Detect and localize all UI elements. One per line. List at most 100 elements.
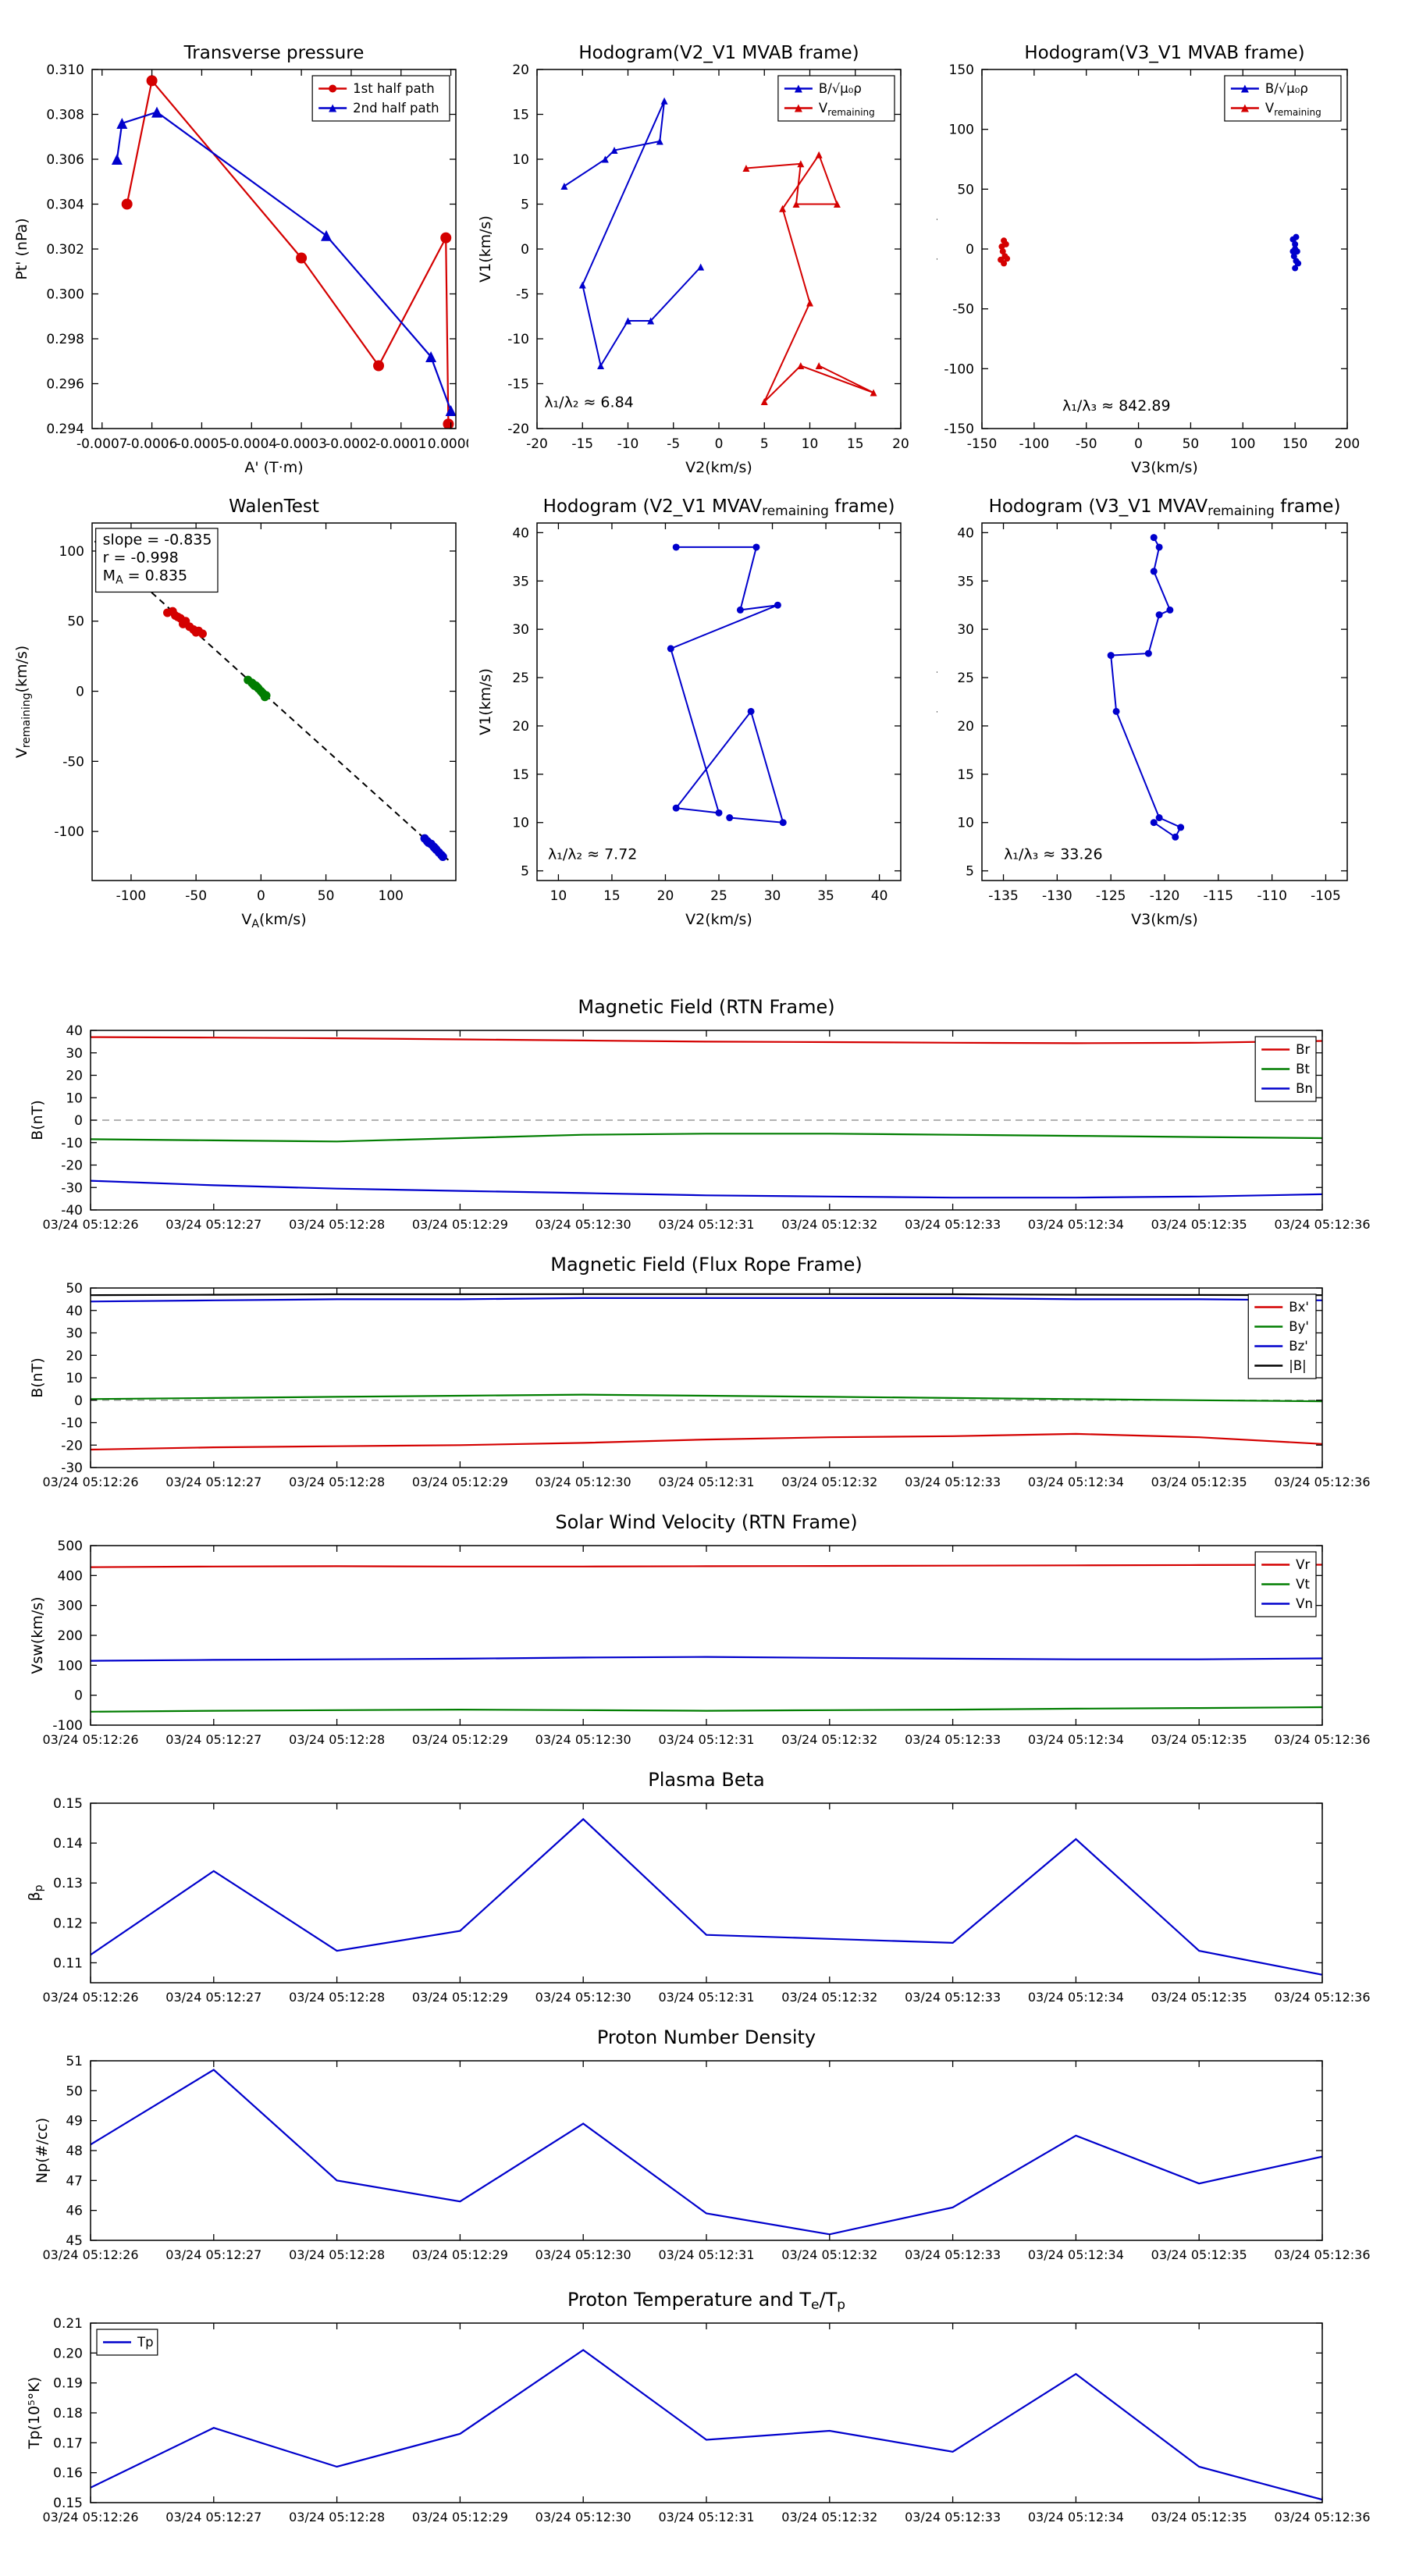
y-tick-label: 300 (58, 1599, 83, 1614)
chart-svg-hodogram-v2v1-mvab: -20 -15 -10 -5 0 5 10 15 20 -20 -15 -10 -5 0 5 10 15 20 Ho… (477, 43, 909, 476)
x-tick-label: -0.0004 (226, 436, 277, 452)
chart-svg-proton-number-density: 03/24 05:12:26 03/24 05:12:27 03/24 05:12:… (34, 2026, 1371, 2262)
y-tick-label: 0 (74, 1113, 83, 1129)
x-tick-label: -115 (1204, 888, 1234, 904)
x-tick-label: 03/24 05:12:27 (165, 1217, 261, 1232)
y-tick-label: 0.21 (53, 2316, 83, 2332)
x-tick-label: 03/24 05:12:31 (658, 1475, 754, 1489)
x-tick-label: 03/24 05:12:29 (412, 1990, 508, 2005)
y-tick-label: 15 (512, 108, 529, 123)
x-tick-label: -135 (988, 888, 1019, 904)
x-tick-label: 03/24 05:12:26 (42, 1990, 138, 2005)
y-tick-label: -15 (507, 377, 529, 393)
series-fit-line (94, 540, 450, 862)
y-tick-label: 20 (512, 719, 529, 735)
y-tick-label: 15 (957, 767, 974, 783)
x-tick-label: 03/24 05:12:27 (165, 2247, 261, 2262)
x-tick-label: -10 (617, 436, 639, 452)
chart-magnetic-field-flux-rope: 03/24 05:12:26 03/24 05:12:27 03/24 05:12:… (0, 1249, 1405, 1510)
x-tick-label: 03/24 05:12:34 (1028, 2510, 1124, 2524)
y-tick-label: 0 (76, 685, 84, 700)
y-tick-label: 100 (58, 1658, 83, 1674)
y-tick-label: 45 (66, 2233, 83, 2249)
x-tick-label: -125 (1096, 888, 1126, 904)
series-tp (91, 2349, 1322, 2501)
y-tick-label: 15 (512, 767, 529, 783)
y-tick-label: 0.298 (46, 332, 84, 347)
y-tick-label: 25 (512, 671, 529, 686)
x-tick-label: 03/24 05:12:35 (1151, 1475, 1247, 1489)
x-axis-label: A' (T·m) (244, 459, 303, 476)
chart-title: Transverse pressure (183, 43, 365, 63)
x-tick-label: 03/24 05:12:27 (165, 1990, 261, 2005)
x-tick-label: -105 (1311, 888, 1341, 904)
x-tick-label: 03/24 05:12:36 (1274, 1732, 1370, 1747)
stats-line: slope = -0.835 (103, 531, 212, 548)
y-tick-label: 35 (957, 574, 974, 589)
x-tick-label: 03/24 05:12:26 (42, 2510, 138, 2524)
legend-label: B/√μ₀ρ (1265, 81, 1308, 96)
chart-title: WalenTest (229, 496, 319, 517)
chart-walen-test: -100 -50 0 50 100 -100 -50 0 50 100 WalenTest VA(km… (0, 492, 468, 995)
x-tick-label: 150 (1282, 436, 1307, 452)
y-tick-label: 0.13 (53, 1876, 83, 1891)
x-tick-label: 10 (802, 436, 819, 452)
legend: B/√μ₀ρ Vremaining (777, 75, 895, 122)
series-cluster-1st-half (163, 607, 207, 639)
chart-title: Hodogram(V2_V1 MVAB frame) (578, 43, 859, 63)
chart-svg-hodogram-v3v1-mvab: -150 -100 -50 0 50 100 150 200 -150 -100 -50 0 50 100… (922, 43, 1360, 476)
y-tick-label: 0.19 (53, 2376, 83, 2392)
x-tick-label: 03/24 05:12:33 (905, 2510, 1001, 2524)
x-tick-label: 03/24 05:12:31 (658, 1732, 754, 1747)
legend: Tp (96, 2329, 158, 2356)
x-tick-label: 50 (318, 888, 335, 904)
x-tick-label: 03/24 05:12:30 (535, 1475, 631, 1489)
y-axis-label: βp (26, 1884, 45, 1901)
x-tick-label: 03/24 05:12:28 (289, 1732, 385, 1747)
y-tick-label: 35 (512, 574, 529, 589)
x-tick-label: 03/24 05:12:26 (42, 1217, 138, 1232)
x-tick-label: -150 (967, 436, 998, 452)
y-tick-label: 0.18 (53, 2406, 83, 2421)
x-tick-label: 03/24 05:12:34 (1028, 1732, 1124, 1747)
x-tick-label: -0.0007 (76, 436, 128, 452)
x-tick-label: 03/24 05:12:28 (289, 1990, 385, 2005)
x-tick-label: 03/24 05:12:27 (165, 1475, 261, 1489)
x-tick-label: 03/24 05:12:33 (905, 1732, 1001, 1747)
y-tick-label: -100 (54, 824, 84, 840)
chart-svg-transverse-pressure: -0.0007-0.0006-0.0005-0.0004-0.0003-0.00… (13, 43, 474, 476)
y-tick-label: 49 (66, 2114, 83, 2129)
x-tick-label: -5 (667, 436, 680, 452)
y-tick-label: 0.12 (53, 1916, 83, 1931)
y-tick-label: 48 (66, 2144, 83, 2159)
x-axis-label: V3(km/s) (1131, 459, 1198, 476)
y-tick-label: 30 (957, 622, 974, 638)
series-v-remaining (742, 151, 877, 405)
y-tick-label: 500 (58, 1539, 83, 1554)
legend-label: B/√μ₀ρ (819, 81, 862, 96)
y-tick-label: -150 (944, 422, 974, 437)
x-tick-label: 20 (892, 436, 909, 452)
y-tick-label: 40 (66, 1304, 83, 1319)
x-tick-label: -120 (1150, 888, 1180, 904)
x-tick-label: 03/24 05:12:27 (165, 1732, 261, 1747)
y-tick-label: 0.308 (46, 108, 84, 123)
x-tick-label: 03/24 05:12:36 (1274, 2247, 1370, 2262)
series-vt (91, 1706, 1322, 1713)
y-tick-label: 40 (957, 525, 974, 541)
x-tick-label: 35 (817, 888, 834, 904)
y-tick-label: 0.20 (53, 2346, 83, 2361)
y-tick-label: 5 (521, 864, 529, 880)
chart-hodogram-v2v1-mvab: -20 -15 -10 -5 0 5 10 15 20 -20 -15 -10 -5 0 5 10 15 20 Ho… (468, 0, 937, 496)
legend-label: 2nd half path (353, 101, 439, 116)
x-tick-label: 03/24 05:12:33 (905, 2247, 1001, 2262)
y-tick-label: 20 (66, 1069, 83, 1084)
x-tick-label: 03/24 05:12:29 (412, 1217, 508, 1232)
y-tick-label: 30 (66, 1046, 83, 1062)
y-tick-label: 0.15 (53, 1796, 83, 1812)
y-tick-label: 40 (66, 1023, 83, 1039)
y-tick-label: 0.300 (46, 287, 84, 303)
legend: 1st half path 2nd half path (311, 75, 450, 122)
y-axis-label: Vsw(km/s) (29, 1596, 46, 1674)
y-tick-label: 10 (66, 1091, 83, 1106)
